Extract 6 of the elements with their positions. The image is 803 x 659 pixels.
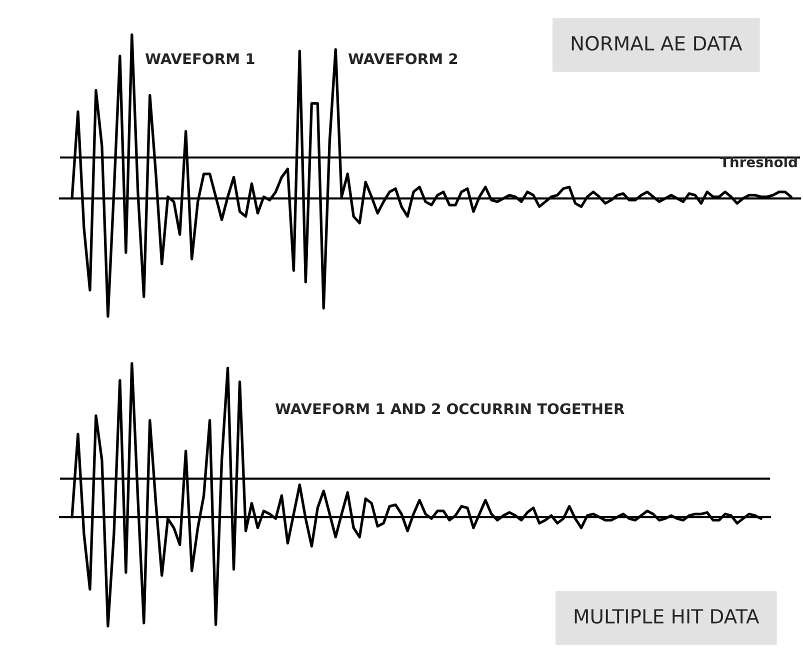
chart-title: NORMAL AE DATA	[572, 36, 742, 51]
ref-line-label: Threshold	[720, 156, 797, 168]
text: MULTIPLE HIT DATA	[574, 609, 760, 624]
annotation: WAVEFORM 1	[145, 53, 254, 64]
annotation: WAVEFORM 1 AND 2 OCCURRIN TOGETHER	[275, 403, 624, 414]
annotation: WAVEFORM 2	[348, 53, 458, 64]
